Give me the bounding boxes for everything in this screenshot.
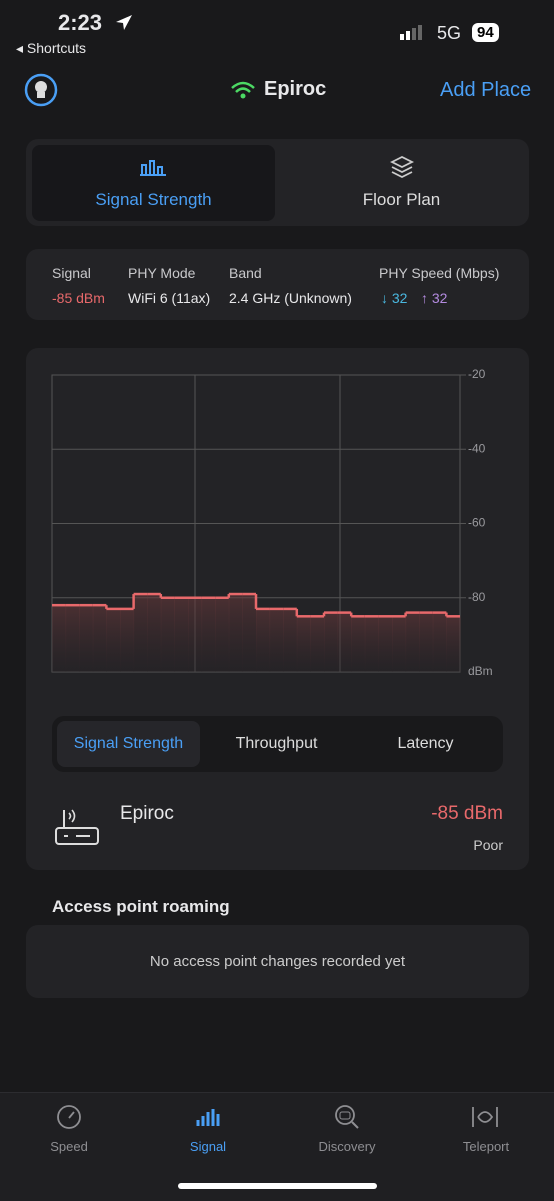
area-segment (432, 612, 447, 672)
signal-value: -85 dBm (52, 290, 105, 306)
empty-message: No access point changes recorded yet (149, 953, 406, 970)
metric-tab[interactable]: Throughput (235, 735, 318, 752)
area-segment (419, 612, 434, 672)
signal-tab-icon (140, 160, 166, 176)
device-quality: Poor (473, 837, 503, 853)
info-label: PHY Speed (Mbps) (379, 265, 500, 281)
area-segment (296, 616, 311, 672)
metric-tab-selected[interactable] (57, 721, 200, 767)
device-signal: -85 dBm (431, 803, 503, 824)
teleport-icon (472, 1107, 498, 1127)
back-link[interactable]: ◂ Shortcuts (16, 40, 87, 56)
tab-selected[interactable] (32, 145, 275, 221)
y-unit-label: dBm (468, 664, 493, 678)
area-segment (160, 597, 175, 672)
area-segment (256, 608, 271, 672)
discovery-icon (335, 1105, 359, 1129)
wifi-icon (231, 81, 255, 99)
area-segment (310, 616, 325, 672)
floor-plan-icon (389, 155, 415, 179)
section-title: Access point roaming (52, 897, 230, 916)
y-tick-label: -20 (468, 367, 486, 381)
area-segment (201, 597, 216, 672)
area-segment (106, 608, 121, 672)
area-segment (324, 612, 339, 672)
area-segment (228, 594, 243, 672)
y-tick-label: -40 (468, 441, 486, 455)
y-tick-label: -80 (468, 590, 486, 604)
add-place-button[interactable]: Add Place (440, 79, 532, 101)
area-segment (269, 608, 284, 672)
device-name: Epiroc (120, 803, 174, 824)
area-segment (364, 616, 379, 672)
area-segment (351, 616, 366, 672)
area-segment (147, 594, 162, 672)
area-segment (52, 605, 67, 672)
signal-bars (400, 25, 422, 40)
speed-icon (57, 1105, 81, 1129)
area-segment (446, 616, 461, 672)
network-type: 5G (437, 23, 462, 43)
area-segment (92, 605, 107, 672)
info-label: Band (229, 265, 262, 281)
area-segment (65, 605, 80, 672)
phy-mode-value: WiFi 6 (11ax) (128, 290, 211, 306)
info-label: PHY Mode (128, 265, 196, 281)
y-tick-label: -60 (468, 516, 486, 530)
info-card (26, 249, 529, 320)
tab-label[interactable]: Signal Strength (95, 190, 212, 209)
battery: 94 (472, 23, 499, 42)
area-segment (188, 597, 203, 672)
area-segment (79, 605, 94, 672)
info-label: Signal (52, 265, 91, 281)
metric-tab[interactable]: Latency (397, 735, 454, 752)
router-icon (55, 809, 99, 845)
profile-icon[interactable] (24, 73, 60, 109)
area-segment (378, 616, 393, 672)
clock: 2:23 (58, 10, 103, 35)
metric-tab[interactable]: Signal Strength (73, 735, 184, 752)
area-segment (405, 612, 420, 672)
download-value: ↓ 32 (381, 290, 408, 306)
upload-value: ↑ 32 (421, 290, 448, 306)
tab-label[interactable]: Discovery (318, 1139, 376, 1154)
tab-label[interactable]: Signal (189, 1139, 227, 1154)
network-name: Epiroc (264, 78, 327, 100)
signal-icon (196, 1109, 220, 1126)
area-segment (174, 597, 189, 672)
area-segment (392, 616, 407, 672)
area-segment (283, 608, 298, 672)
tab-label[interactable]: Speed (50, 1139, 88, 1154)
chart: dBm -80 -60 -40 -20 (51, 367, 493, 678)
band-value: 2.4 GHz (Unknown) (229, 290, 352, 306)
area-segment (120, 608, 135, 672)
area-segment (215, 597, 230, 672)
tab-label[interactable]: Teleport (462, 1139, 510, 1154)
back-label[interactable]: Shortcuts (26, 40, 87, 56)
tab-label[interactable]: Floor Plan (362, 190, 441, 209)
area-segment (337, 612, 352, 672)
area-segment (133, 594, 148, 672)
roaming-card (26, 925, 529, 998)
area-segment (242, 594, 257, 672)
tab-bar (0, 1092, 554, 1201)
home-indicator (178, 1183, 377, 1189)
location-icon (116, 15, 132, 30)
